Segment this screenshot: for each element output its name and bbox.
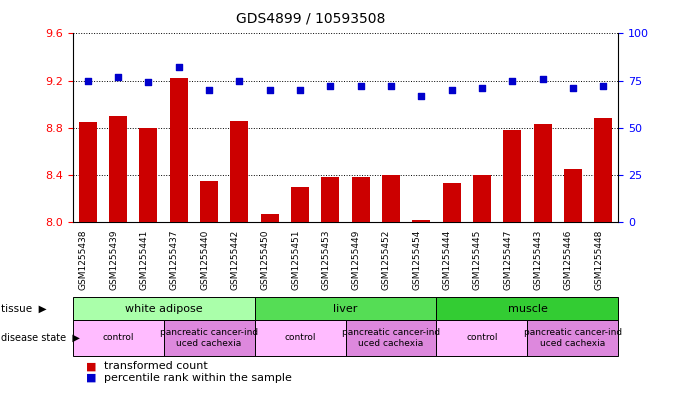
Point [203,87,214,93]
Point [477,85,488,91]
Point [173,64,184,70]
Text: disease state  ▶: disease state ▶ [1,333,80,343]
Text: GSM1255449: GSM1255449 [352,229,361,290]
Point [82,77,93,84]
Text: GSM1255444: GSM1255444 [443,229,452,290]
Text: GDS4899 / 10593508: GDS4899 / 10593508 [236,12,386,26]
Text: control: control [284,334,316,342]
Text: GSM1255437: GSM1255437 [170,229,179,290]
Point [386,83,397,89]
Bar [382,175,400,222]
Text: GSM1255439: GSM1255439 [109,229,118,290]
Point [234,77,245,84]
Text: GSM1255445: GSM1255445 [473,229,482,290]
Text: control: control [102,334,134,342]
Text: white adipose: white adipose [124,303,202,314]
Point [537,75,548,82]
Point [507,77,518,84]
Point [598,83,609,89]
Text: GSM1255446: GSM1255446 [564,229,573,290]
Bar [594,118,612,222]
Text: GSM1255452: GSM1255452 [382,229,391,290]
Bar [291,187,309,222]
Text: ■: ■ [86,361,97,371]
Point [294,87,305,93]
Bar [169,78,188,222]
Bar [140,128,158,222]
Point [416,92,427,99]
Point [325,83,336,89]
Text: GSM1255451: GSM1255451 [291,229,300,290]
Text: muscle: muscle [507,303,547,314]
Text: percentile rank within the sample: percentile rank within the sample [104,373,292,383]
Bar [321,177,339,222]
Text: GSM1255441: GSM1255441 [140,229,149,290]
Bar [503,130,522,222]
Text: GSM1255453: GSM1255453 [321,229,330,290]
Bar [473,175,491,222]
Text: GSM1255448: GSM1255448 [594,229,603,290]
Text: pancreatic cancer-ind
uced cachexia: pancreatic cancer-ind uced cachexia [160,328,258,348]
Text: GSM1255450: GSM1255450 [261,229,269,290]
Text: transformed count: transformed count [104,361,207,371]
Bar [261,214,278,222]
Text: control: control [466,334,498,342]
Text: tissue  ▶: tissue ▶ [1,303,47,314]
Point [264,87,275,93]
Bar [352,177,370,222]
Bar [413,220,430,222]
Bar [564,169,582,222]
Bar [109,116,127,222]
Bar [200,181,218,222]
Point [355,83,366,89]
Text: GSM1255440: GSM1255440 [200,229,209,290]
Point [567,85,578,91]
Bar [79,122,97,222]
Text: GSM1255438: GSM1255438 [79,229,88,290]
Point [113,73,124,80]
Point [143,79,154,86]
Text: pancreatic cancer-ind
uced cachexia: pancreatic cancer-ind uced cachexia [524,328,622,348]
Text: ■: ■ [86,373,97,383]
Text: GSM1255454: GSM1255454 [413,229,422,290]
Bar [533,124,551,222]
Text: GSM1255443: GSM1255443 [533,229,542,290]
Text: GSM1255447: GSM1255447 [503,229,512,290]
Text: liver: liver [333,303,358,314]
Bar [442,183,461,222]
Text: GSM1255442: GSM1255442 [230,229,239,290]
Text: pancreatic cancer-ind
uced cachexia: pancreatic cancer-ind uced cachexia [342,328,440,348]
Bar [230,121,249,222]
Point [446,87,457,93]
